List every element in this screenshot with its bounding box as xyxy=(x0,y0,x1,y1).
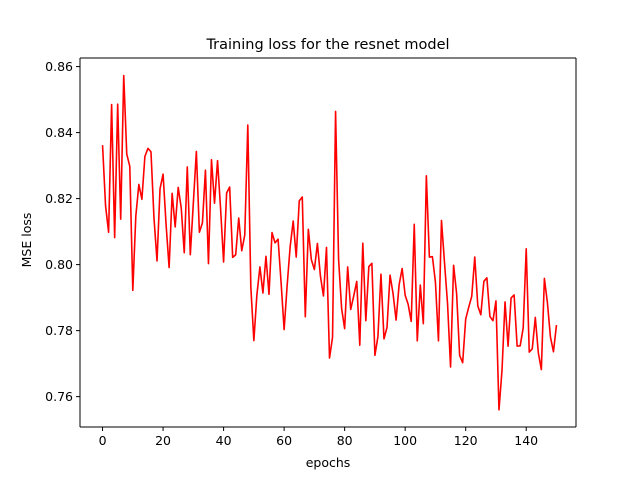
y-axis-label: MSE loss xyxy=(19,213,34,268)
y-tick-label: 0.86 xyxy=(45,59,73,74)
y-tick-label: 0.76 xyxy=(45,389,73,404)
axes: 0 20 40 60 80 100 120 140 0.76 0.78 0.80 0.82 0.84 0.… xyxy=(45,57,577,448)
plot-area xyxy=(101,74,558,411)
x-tick-label: 140 xyxy=(514,433,538,448)
y-tick-label: 0.80 xyxy=(45,257,73,272)
x-tick-label: 60 xyxy=(276,433,292,448)
x-tick-label: 120 xyxy=(454,433,478,448)
x-tick-label: 0 xyxy=(99,433,107,448)
y-tick-label: 0.78 xyxy=(45,323,73,338)
series-line-0 xyxy=(101,74,558,411)
x-tick-label: 40 xyxy=(216,433,232,448)
x-tick-label: 100 xyxy=(393,433,417,448)
x-tick-label: 80 xyxy=(337,433,353,448)
x-tick-label: 20 xyxy=(155,433,171,448)
x-axis-label: epochs xyxy=(306,455,351,470)
chart-title: Training loss for the resnet model xyxy=(205,37,449,53)
y-tick-label: 0.84 xyxy=(45,125,73,140)
y-tick-label: 0.82 xyxy=(45,191,73,206)
